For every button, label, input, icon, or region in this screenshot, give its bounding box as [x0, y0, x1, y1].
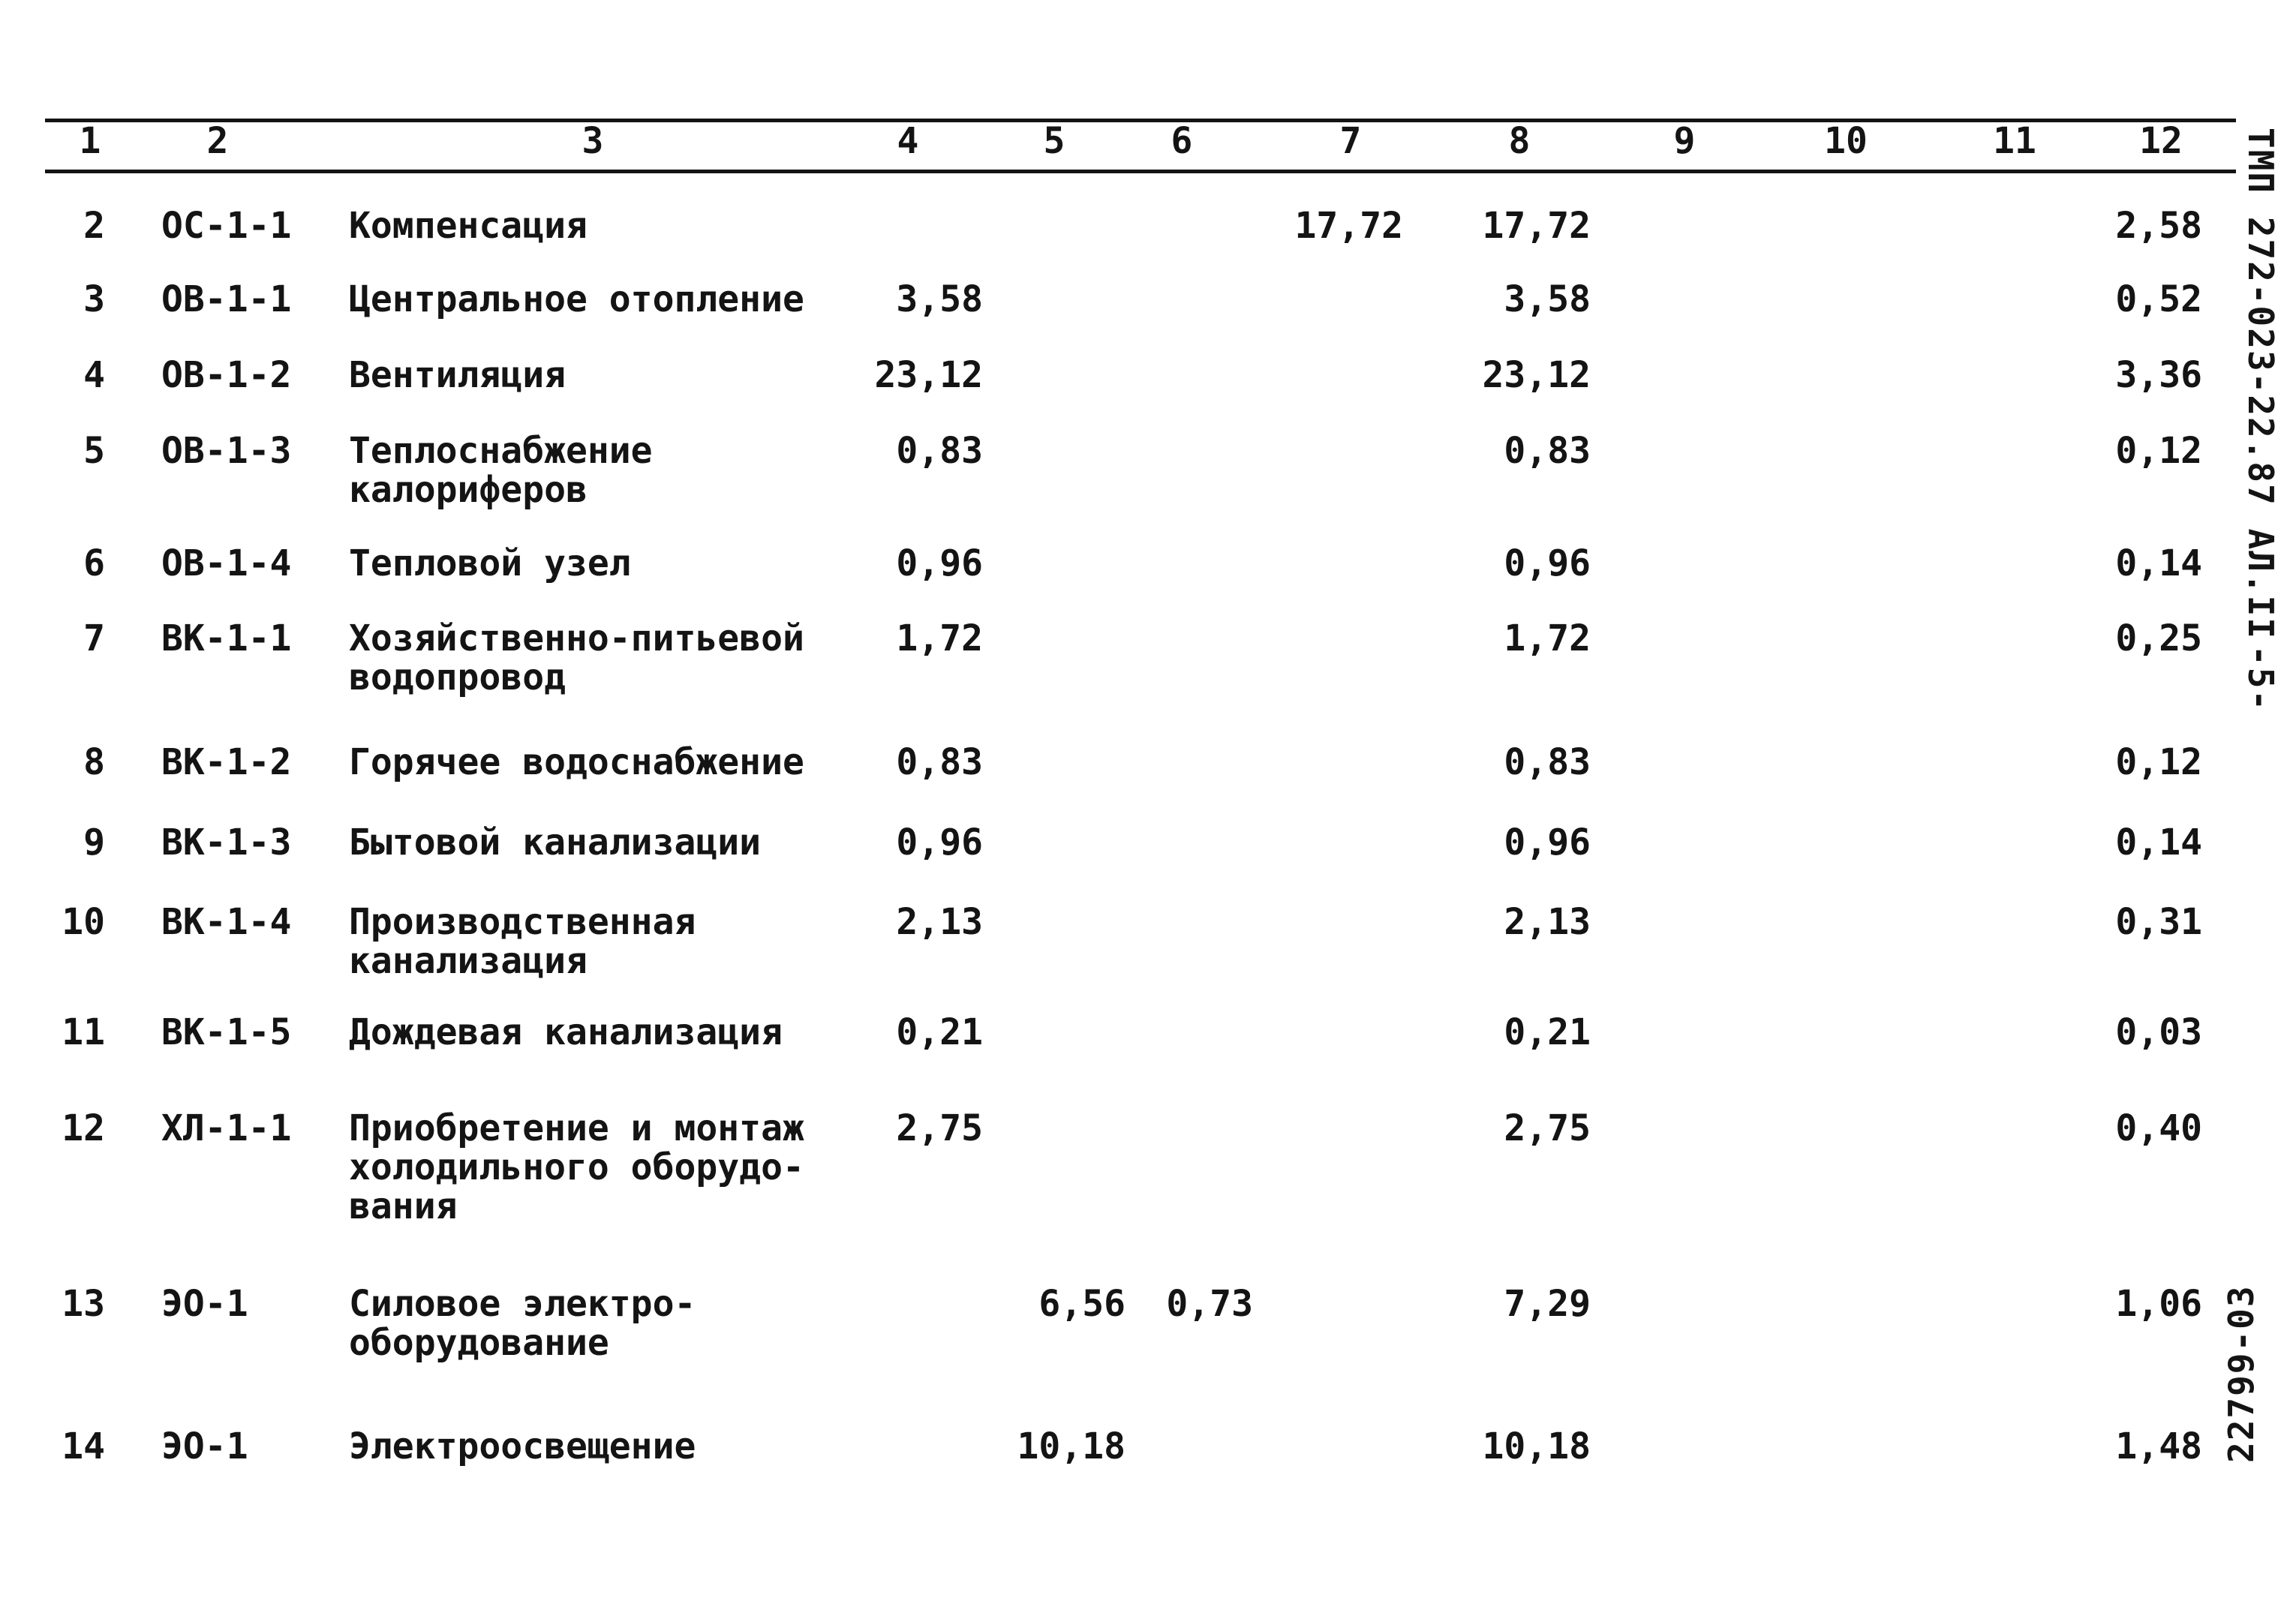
row-value-col-5: 6,56: [1038, 1283, 1125, 1325]
row-code: ВК-1-3: [161, 822, 292, 864]
row-value-col-8: 2,13: [1504, 901, 1591, 943]
row-number: 10: [62, 901, 105, 943]
row-code: ВК-1-1: [161, 617, 292, 659]
column-number-9: 9: [1673, 120, 1696, 162]
row-number: 11: [62, 1011, 105, 1053]
row-value-col-4: 0,83: [896, 741, 983, 783]
row-code: ОВ-1-3: [161, 430, 292, 472]
row-value-col-4: 23,12: [874, 354, 984, 396]
column-number-8: 8: [1508, 120, 1531, 162]
row-value-col-12: 3,36: [2115, 354, 2202, 396]
row-name: Горячее водоснабжение: [349, 741, 804, 783]
row-name: Вентиляция: [349, 354, 566, 396]
row-name: Центральное отопление: [349, 278, 804, 320]
row-name: Тепловой узел: [349, 542, 631, 584]
row-code: ЭО-1: [161, 1283, 248, 1325]
row-value-col-12: 0,14: [2115, 542, 2202, 584]
row-value-col-4: 0,96: [896, 542, 983, 584]
row-name: Силовое электро- оборудование: [349, 1283, 696, 1364]
top-rule: [45, 119, 2236, 122]
row-number: 3: [83, 278, 105, 320]
row-number: 5: [83, 430, 105, 472]
row-name: Приобретение и монтаж холодильного обору…: [349, 1107, 804, 1227]
row-name: Электроосвещение: [349, 1425, 696, 1467]
column-number-10: 10: [1824, 120, 1868, 162]
row-value-col-8: 17,72: [1482, 205, 1591, 247]
header-rule: [45, 170, 2236, 173]
column-number-4: 4: [897, 120, 919, 162]
row-value-col-8: 0,83: [1504, 430, 1591, 472]
row-value-col-4: 0,83: [896, 430, 983, 472]
side-label-page-number: -5-: [2240, 645, 2281, 713]
row-value-col-12: 0,25: [2115, 617, 2202, 659]
row-code: ЭО-1: [161, 1425, 248, 1467]
row-value-col-12: 0,52: [2115, 278, 2202, 320]
row-value-col-8: 0,96: [1504, 822, 1591, 864]
row-value-col-12: 0,03: [2115, 1011, 2202, 1053]
row-value-col-8: 3,58: [1504, 278, 1591, 320]
row-name: Теплоснабжение калориферов: [349, 430, 653, 511]
column-number-2: 2: [206, 120, 229, 162]
column-number-12: 12: [2139, 120, 2183, 162]
row-name: Производственная канализация: [349, 901, 696, 982]
row-value-col-5: 10,18: [1017, 1425, 1126, 1467]
row-value-col-12: 0,12: [2115, 741, 2202, 783]
row-code: ХЛ-1-1: [161, 1107, 292, 1149]
column-number-5: 5: [1043, 120, 1065, 162]
row-value-col-4: 2,75: [896, 1107, 983, 1149]
row-code: ОВ-1-1: [161, 278, 292, 320]
column-number-3: 3: [582, 120, 604, 162]
row-code: ОВ-1-4: [161, 542, 292, 584]
row-value-col-7: 17,72: [1294, 205, 1404, 247]
row-value-col-4: 3,58: [896, 278, 983, 320]
row-code: ВК-1-4: [161, 901, 292, 943]
row-name: Бытовой канализации: [349, 822, 762, 864]
row-value-col-4: 1,72: [896, 617, 983, 659]
row-code: ОС-1-1: [161, 205, 292, 247]
row-value-col-4: 0,96: [896, 822, 983, 864]
row-number: 4: [83, 354, 105, 396]
row-code: ВК-1-5: [161, 1011, 292, 1053]
row-value-col-8: 7,29: [1504, 1283, 1591, 1325]
row-value-col-4: 0,21: [896, 1011, 983, 1053]
row-name: Компенсация: [349, 205, 588, 247]
row-value-col-8: 10,18: [1482, 1425, 1591, 1467]
row-number: 8: [83, 741, 105, 783]
row-code: ВК-1-2: [161, 741, 292, 783]
row-number: 14: [62, 1425, 105, 1467]
row-value-col-8: 1,72: [1504, 617, 1591, 659]
row-value-col-8: 0,96: [1504, 542, 1591, 584]
row-value-col-8: 2,75: [1504, 1107, 1591, 1149]
row-value-col-12: 2,58: [2115, 205, 2202, 247]
row-value-col-12: 0,12: [2115, 430, 2202, 472]
row-value-col-4: 2,13: [896, 901, 983, 943]
row-value-col-8: 0,21: [1504, 1011, 1591, 1053]
row-number: 2: [83, 205, 105, 247]
column-number-7: 7: [1339, 120, 1362, 162]
row-value-col-12: 0,40: [2115, 1107, 2202, 1149]
row-number: 12: [62, 1107, 105, 1149]
column-number-6: 6: [1171, 120, 1193, 162]
row-number: 6: [83, 542, 105, 584]
column-number-1: 1: [79, 120, 101, 162]
row-number: 9: [83, 822, 105, 864]
row-value-col-12: 0,31: [2115, 901, 2202, 943]
row-value-col-8: 23,12: [1482, 354, 1591, 396]
row-value-col-12: 1,48: [2115, 1425, 2202, 1467]
row-value-col-12: 0,14: [2115, 822, 2202, 864]
row-value-col-8: 0,83: [1504, 741, 1591, 783]
side-label-sheet-number: 22799-03: [2221, 1284, 2261, 1463]
row-number: 7: [83, 617, 105, 659]
column-number-11: 11: [1993, 120, 2036, 162]
row-number: 13: [62, 1283, 105, 1325]
row-name: Дождевая канализация: [349, 1011, 783, 1053]
row-value-col-12: 1,06: [2115, 1283, 2202, 1325]
row-code: ОВ-1-2: [161, 354, 292, 396]
side-label-document-code: ТМП 272-023-22.87 АЛ.II: [2240, 128, 2281, 640]
row-value-col-6: 0,73: [1166, 1283, 1253, 1325]
row-name: Хозяйственно-питьевой водопровод: [349, 617, 804, 698]
